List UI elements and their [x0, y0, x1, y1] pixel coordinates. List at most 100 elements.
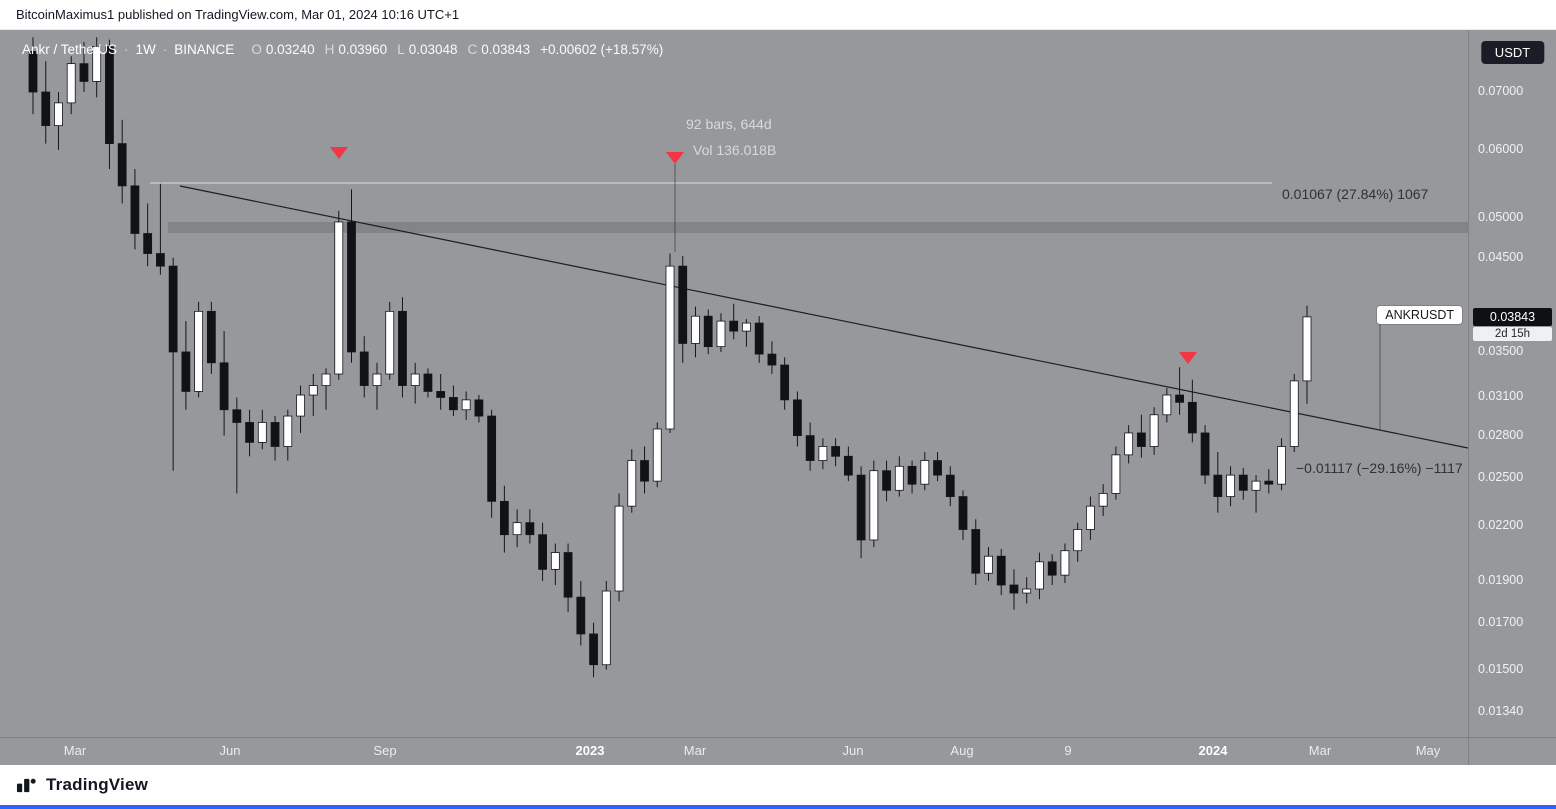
sell-marker-icon[interactable] — [330, 147, 348, 159]
price-tick: 0.05000 — [1478, 210, 1524, 225]
candle-body — [181, 351, 191, 392]
candle-body — [308, 385, 318, 396]
time-tick-month: Mar — [683, 743, 707, 758]
sell-marker-icon[interactable] — [666, 152, 684, 164]
candle-body — [907, 465, 917, 485]
price-tick: 0.01700 — [1478, 614, 1524, 629]
downside-target-label[interactable]: −0.01117 (−29.16%) −1117 — [1296, 460, 1463, 476]
candle-body — [410, 373, 420, 386]
candle-body — [640, 460, 649, 482]
close-label: C — [467, 42, 478, 57]
bars-measure-label[interactable]: 92 bars, 644d — [686, 116, 772, 132]
candle-body — [793, 399, 802, 437]
candle-body — [1238, 474, 1248, 491]
candle-body — [1035, 561, 1044, 590]
interval-label[interactable]: 1W — [135, 42, 156, 57]
candle-body — [742, 322, 751, 332]
candle-body — [449, 397, 458, 411]
candle-body — [79, 63, 89, 82]
candle-body — [920, 460, 930, 485]
candle-body — [1251, 480, 1261, 491]
price-tick: 0.01900 — [1478, 573, 1524, 588]
time-tick-month: Aug — [950, 743, 974, 758]
candle-body — [525, 522, 535, 536]
high-value: 0.03960 — [338, 42, 388, 57]
candle-body — [996, 555, 1006, 586]
candle-body — [1289, 380, 1299, 447]
symbol-title[interactable]: Ankr / TetherUS — [22, 42, 118, 57]
candle-body — [206, 310, 216, 364]
candle-body — [818, 446, 828, 461]
candle-body — [155, 253, 165, 267]
candle-body — [1098, 493, 1108, 507]
candle-body — [563, 552, 573, 598]
price-tick: 0.02500 — [1478, 470, 1524, 485]
upside-target-label[interactable]: 0.01067 (27.84%) 1067 — [1282, 186, 1429, 202]
candle-body — [614, 505, 624, 592]
price-tick: 0.04500 — [1478, 249, 1524, 264]
candle-body — [194, 310, 204, 392]
candle-body — [716, 320, 726, 348]
candle-body — [347, 221, 356, 353]
candle-body — [1111, 454, 1121, 494]
candle-body — [334, 221, 344, 375]
open-value: 0.03240 — [265, 42, 315, 57]
time-tick-month: Sep — [373, 743, 397, 758]
candle-body — [894, 465, 904, 491]
price-axis[interactable]: USDT 0.07000 0.06000 0.05000 0.04500 0.03500… — [1468, 30, 1556, 737]
attribution-text: BitcoinMaximus1 published on TradingView… — [16, 7, 460, 22]
time-tick-year: 2023 — [575, 743, 605, 758]
candle-body — [257, 422, 267, 443]
candle-body — [321, 373, 331, 386]
close-value: 0.03843 — [481, 42, 531, 57]
chart-pane[interactable]: Ankr / TetherUS · 1W · BINANCE O 0.03240… — [0, 30, 1468, 737]
tradingview-logo-icon[interactable] — [16, 775, 37, 796]
candle-body — [538, 534, 547, 570]
candle-body — [461, 399, 471, 411]
tradingview-brand[interactable]: TradingView — [46, 775, 149, 794]
candle-body — [933, 460, 942, 476]
candle-body — [984, 555, 993, 574]
candlestick-chart[interactable] — [0, 30, 1468, 737]
low-value: 0.03048 — [408, 42, 458, 57]
candle-body — [1226, 474, 1235, 497]
price-tick: 0.02200 — [1478, 518, 1524, 533]
candle-body — [678, 265, 688, 344]
volume-measure-label[interactable]: Vol 136.018B — [693, 142, 777, 158]
high-label: H — [324, 42, 335, 57]
time-tick-month: Jun — [842, 743, 864, 758]
candle-body — [245, 422, 254, 443]
candle-body — [1073, 529, 1083, 552]
candle-body — [754, 322, 764, 355]
attribution-bar: BitcoinMaximus1 published on TradingView… — [0, 0, 1556, 30]
candle-body — [487, 415, 497, 502]
candle-body — [423, 373, 433, 392]
candle-body — [474, 399, 484, 417]
candle-body — [143, 233, 153, 254]
candle-body — [1213, 474, 1223, 497]
candle-body — [843, 455, 853, 476]
candle-body — [1264, 480, 1274, 485]
price-tick: 0.01340 — [1478, 703, 1524, 718]
resistance-band — [168, 222, 1468, 233]
candle-body — [1060, 550, 1070, 576]
candle-body — [882, 470, 891, 491]
price-tick: 0.02800 — [1478, 427, 1524, 442]
candle-body — [105, 46, 114, 145]
axis-corner — [1468, 738, 1556, 765]
candle-body — [856, 474, 866, 541]
chart-legend: Ankr / TetherUS · 1W · BINANCE O 0.03240… — [22, 42, 669, 57]
candle-body — [780, 364, 790, 401]
candle-body — [1200, 432, 1210, 476]
descending-trendline[interactable] — [179, 185, 1468, 449]
symbol-price-tag: ANKRUSDT — [1377, 306, 1462, 324]
candle-body — [398, 310, 407, 386]
exchange-label[interactable]: BINANCE — [174, 42, 235, 57]
currency-toggle-button[interactable]: USDT — [1480, 41, 1545, 64]
price-tick: 0.06000 — [1478, 141, 1524, 156]
separator-dot: · — [124, 42, 129, 57]
sell-marker-icon[interactable] — [1179, 352, 1197, 364]
time-tick-month: Mar — [1308, 743, 1332, 758]
time-axis[interactable]: Mar Jun Sep 2023 Mar Jun Aug 9 2024 Mar May — [0, 737, 1556, 765]
candle-body — [512, 522, 522, 536]
